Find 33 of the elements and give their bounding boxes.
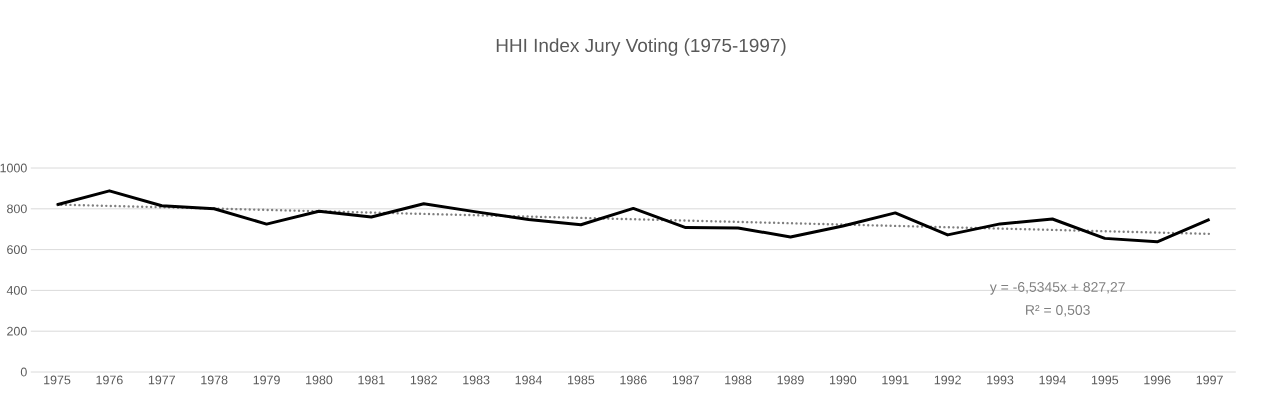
x-tick-label: 1986 xyxy=(620,375,647,385)
line-series xyxy=(55,189,1212,244)
x-tick-label: 1976 xyxy=(96,375,123,385)
x-tick-label: 1981 xyxy=(358,375,385,385)
x-tick-label: 1992 xyxy=(934,375,961,385)
x-tick-label: 1991 xyxy=(882,375,909,385)
x-tick-label: 1988 xyxy=(725,375,752,385)
y-tick-label: 600 xyxy=(7,245,27,255)
y-tick-label: 0 xyxy=(20,367,27,377)
y-tick-label: 1000 xyxy=(0,163,27,173)
x-tick-label: 1994 xyxy=(1039,375,1066,385)
x-tick-label: 1980 xyxy=(306,375,333,385)
x-tick-label: 1982 xyxy=(410,375,437,385)
x-tick-label: 1984 xyxy=(515,375,542,385)
x-tick-label: 1995 xyxy=(1091,375,1119,385)
x-tick-label: 1977 xyxy=(148,375,175,385)
chart-title: HHI Index Jury Voting (1975-1997) xyxy=(496,38,786,56)
x-tick-label: 1983 xyxy=(463,375,490,385)
x-tick-label: 1978 xyxy=(201,375,228,385)
x-tick-label: 1989 xyxy=(777,375,804,385)
x-tick-label: 1993 xyxy=(987,375,1014,385)
y-tick-label: 800 xyxy=(7,204,27,214)
annotation: y = -6,5345x + 827,27 xyxy=(989,282,1125,295)
y-tick-label: 200 xyxy=(7,326,27,336)
x-tick-label: 1996 xyxy=(1144,375,1171,385)
annotation: R² = 0,503 xyxy=(1026,305,1090,317)
y-tick-label: 400 xyxy=(6,286,27,295)
x-tick-label: 1990 xyxy=(829,375,857,385)
x-tick-label: 1987 xyxy=(672,375,699,385)
x-tick-label: 1979 xyxy=(253,375,280,385)
x-tick-label: 1975 xyxy=(44,375,71,385)
x-tick-label: 1997 xyxy=(1196,375,1223,385)
x-tick-label: 1985 xyxy=(568,375,595,385)
